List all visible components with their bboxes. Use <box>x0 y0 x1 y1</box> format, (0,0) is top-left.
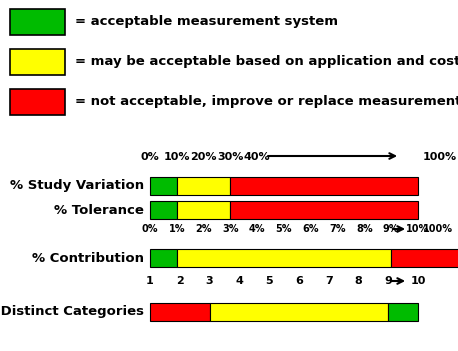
Text: 6%: 6% <box>303 224 319 234</box>
Bar <box>391 249 458 267</box>
Bar <box>388 303 418 321</box>
Text: % Study Variation: % Study Variation <box>10 179 144 192</box>
Bar <box>230 177 418 195</box>
Text: 3%: 3% <box>222 224 239 234</box>
Text: = may be acceptable based on application and cost: = may be acceptable based on application… <box>75 55 458 68</box>
Text: 5%: 5% <box>276 224 292 234</box>
Bar <box>150 249 177 267</box>
Text: 8: 8 <box>354 276 362 286</box>
Bar <box>177 201 230 219</box>
Bar <box>10 49 65 75</box>
Text: 100%: 100% <box>423 224 453 234</box>
Text: 4%: 4% <box>249 224 266 234</box>
Text: 10%: 10% <box>406 224 430 234</box>
Text: 10: 10 <box>410 276 425 286</box>
Text: 7%: 7% <box>329 224 346 234</box>
Text: = acceptable measurement system: = acceptable measurement system <box>75 15 338 28</box>
Text: 5: 5 <box>265 276 273 286</box>
Text: = not acceptable, improve or replace measurement system: = not acceptable, improve or replace mea… <box>75 95 458 108</box>
Text: 30%: 30% <box>217 152 244 162</box>
Bar <box>10 89 65 115</box>
Text: 4: 4 <box>235 276 243 286</box>
Text: 2: 2 <box>176 276 184 286</box>
Text: 10%: 10% <box>164 152 190 162</box>
Text: 40%: 40% <box>244 152 271 162</box>
Bar <box>177 177 230 195</box>
Text: 3: 3 <box>206 276 213 286</box>
Text: 6: 6 <box>295 276 303 286</box>
Bar <box>10 9 65 35</box>
Text: 1%: 1% <box>169 224 185 234</box>
Text: 2%: 2% <box>196 224 212 234</box>
Text: # Distinct Categories: # Distinct Categories <box>0 305 144 318</box>
Bar <box>150 201 177 219</box>
Text: % Contribution: % Contribution <box>32 252 144 265</box>
Text: 8%: 8% <box>356 224 373 234</box>
Bar <box>177 249 391 267</box>
Bar <box>230 201 418 219</box>
Bar <box>210 303 388 321</box>
Bar <box>150 177 177 195</box>
Text: 100%: 100% <box>423 152 457 162</box>
Text: 20%: 20% <box>191 152 217 162</box>
Text: 0%: 0% <box>141 152 159 162</box>
Text: 1: 1 <box>146 276 154 286</box>
Text: % Tolerance: % Tolerance <box>54 204 144 217</box>
Text: 9%: 9% <box>383 224 399 234</box>
Text: 9: 9 <box>384 276 392 286</box>
Text: 0%: 0% <box>142 224 158 234</box>
Bar <box>150 303 210 321</box>
Text: 7: 7 <box>325 276 333 286</box>
